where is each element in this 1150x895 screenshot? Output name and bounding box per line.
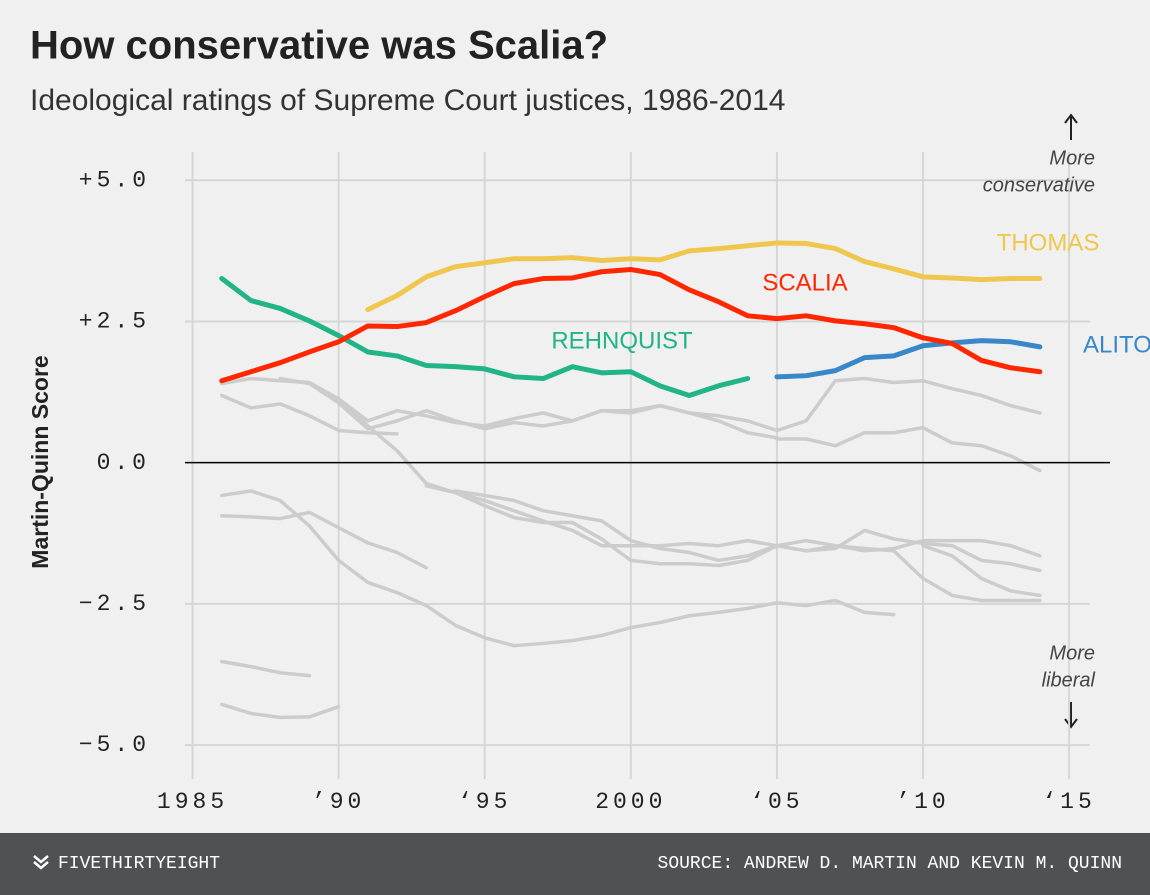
- y-tick-label: +2.5: [79, 309, 150, 335]
- line-series: [220, 702, 341, 720]
- line-series: [365, 240, 1043, 313]
- x-tick-label: ‘95: [458, 789, 511, 815]
- line-series: [220, 489, 896, 648]
- y-tick-label: 0.0: [97, 450, 150, 476]
- line-series: [220, 376, 779, 440]
- x-tick-label: ‘05: [750, 789, 803, 815]
- logo-icon: [33, 855, 49, 870]
- arrow-down: [1064, 702, 1078, 729]
- y-tick-label: −5.0: [79, 732, 150, 758]
- line-series: [219, 266, 1043, 384]
- arrow-up: [1064, 113, 1078, 140]
- x-tick-label: 2000: [595, 789, 666, 815]
- line-series: [220, 659, 312, 678]
- x-tick-label: ‘15: [1042, 789, 1095, 815]
- line-series: [424, 484, 1042, 573]
- footer-source: SOURCE: ANDREW D. MARTIN AND KEVIN M. QU…: [658, 854, 1122, 874]
- line-series: [774, 338, 1043, 380]
- footer-brand: FIVETHIRTYEIGHT: [58, 854, 220, 874]
- y-tick-label: −2.5: [79, 591, 150, 617]
- y-tick-label: +5.0: [79, 167, 150, 193]
- series-label: SCALIA: [762, 269, 847, 296]
- line-series: [453, 489, 1042, 563]
- series-label: THOMAS: [997, 229, 1100, 256]
- chart-subtitle: Ideological ratings of Supreme Court jus…: [30, 84, 785, 117]
- line-series: [220, 393, 399, 436]
- line-series: [336, 398, 896, 553]
- line-series: [921, 543, 1042, 598]
- series-label: REHNQUIST: [551, 327, 693, 354]
- annotation: conservative: [983, 174, 1095, 196]
- y-axis-label: Martin-Quinn Score: [27, 355, 53, 568]
- x-tick-label: ’90: [312, 789, 365, 815]
- x-tick-label: ’10: [896, 789, 949, 815]
- line-series: [219, 276, 751, 398]
- annotation: More: [1049, 642, 1095, 664]
- line-series: [892, 549, 1042, 603]
- line-series: [278, 376, 1042, 433]
- annotation: liberal: [1042, 669, 1096, 691]
- line-series: [220, 510, 429, 570]
- footer-bar: [0, 833, 1150, 895]
- annotation: More: [1049, 147, 1095, 169]
- series-label: ALITO: [1083, 331, 1150, 358]
- line-series: [775, 425, 1042, 473]
- x-tick-label: 1985: [157, 789, 228, 815]
- chart-title: How conservative was Scalia?: [30, 24, 608, 68]
